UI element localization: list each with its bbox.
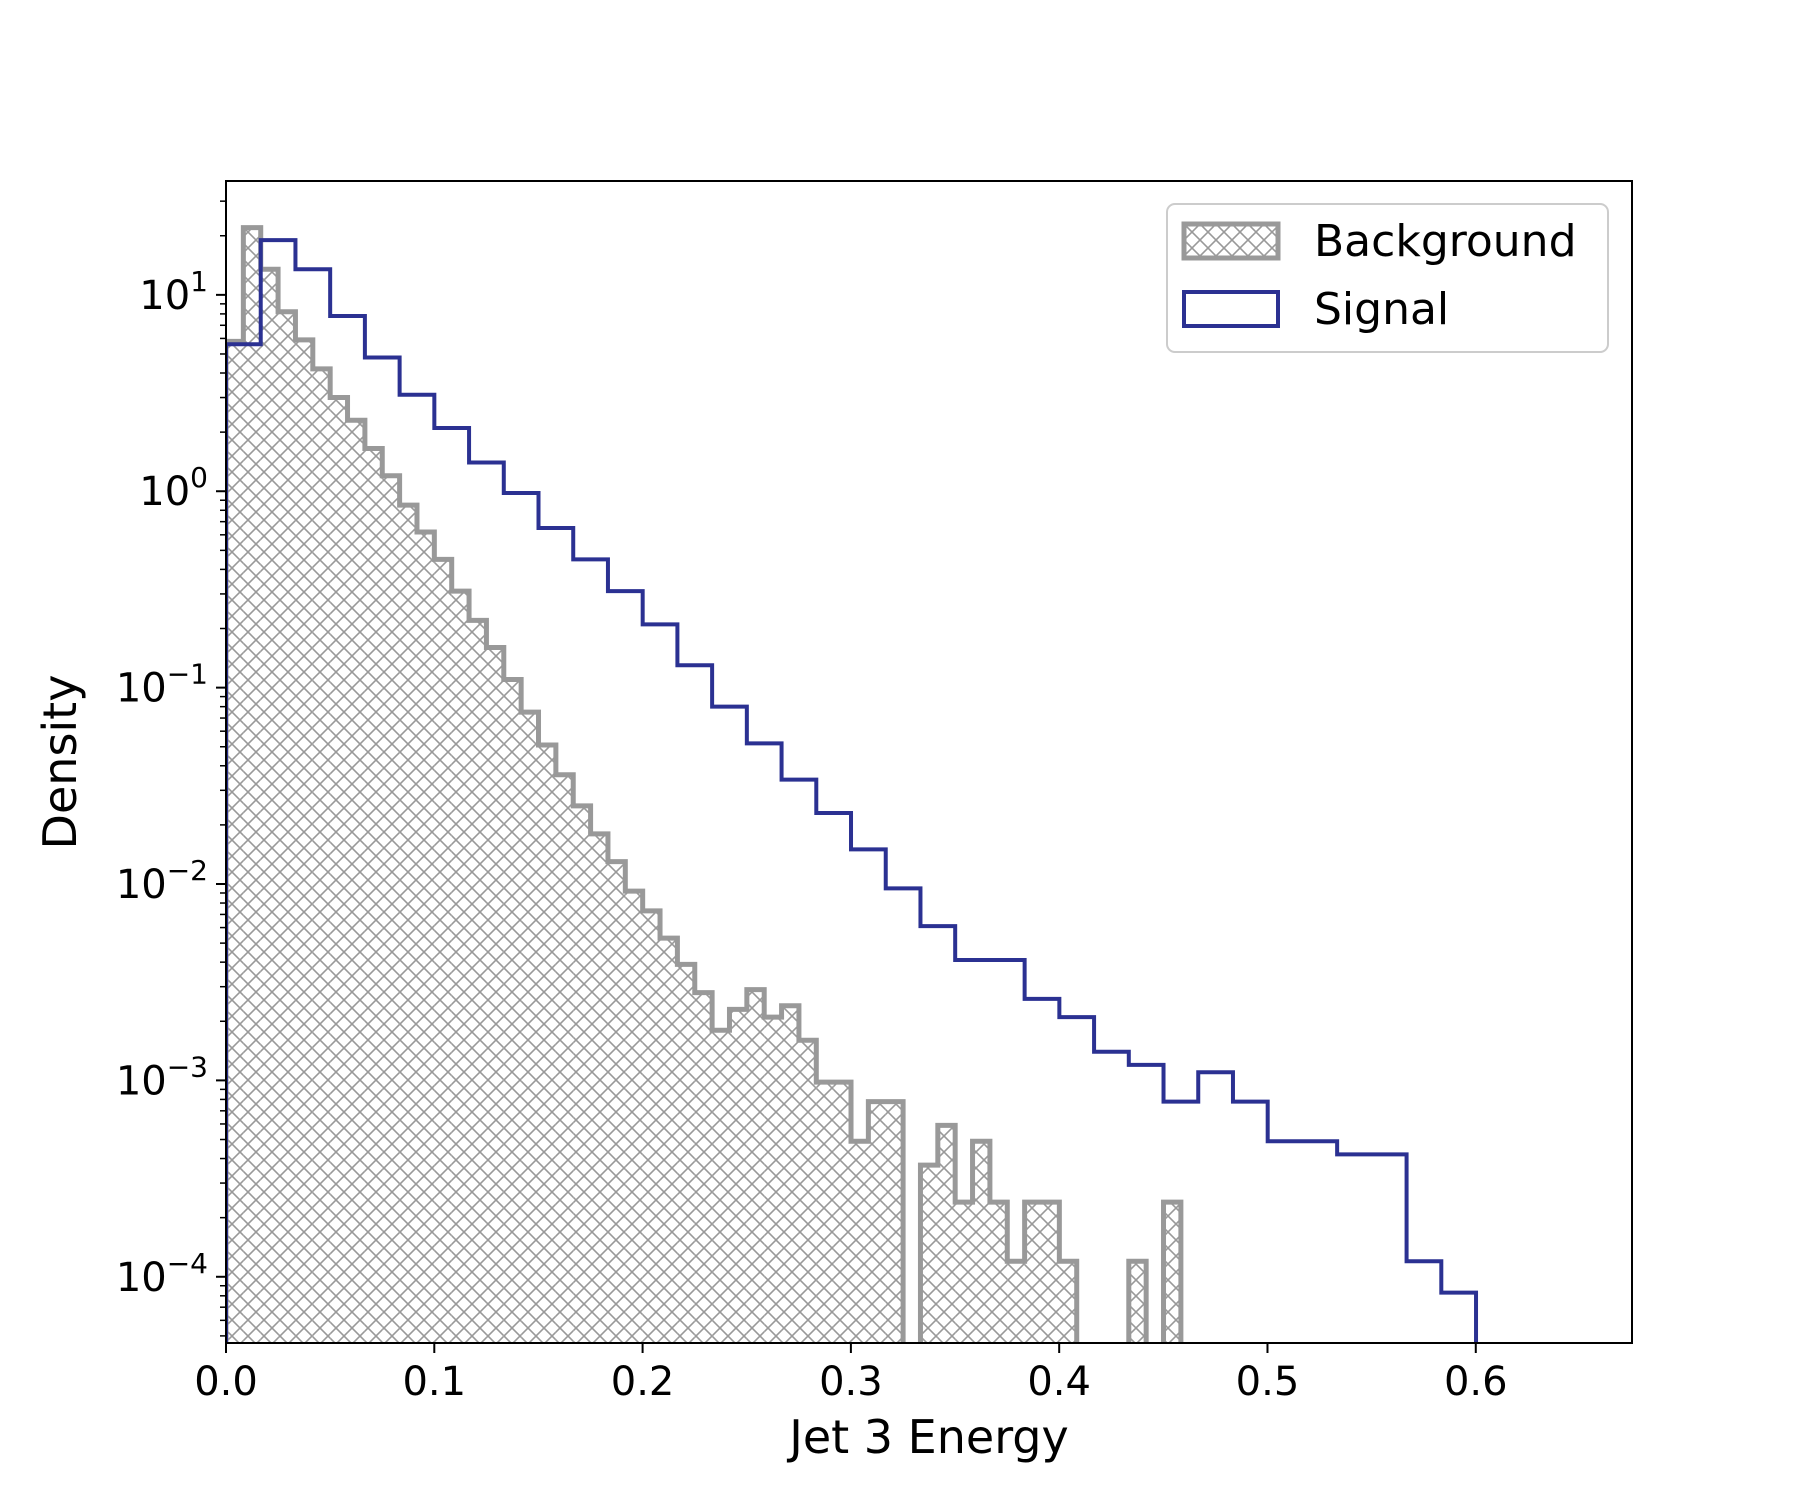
y-tick-label: 10−1	[116, 658, 208, 712]
background-bar	[1007, 1261, 1025, 1343]
background-bar	[729, 1009, 747, 1343]
background-bar	[243, 227, 261, 1343]
series-signal	[226, 238, 1479, 1343]
background-bar	[573, 805, 591, 1343]
y-axis: 101 100 10−1 10−2 10−3 10−4	[116, 200, 226, 1337]
background-bar	[1163, 1202, 1181, 1343]
background-bar	[712, 1030, 730, 1343]
x-tick-label: 0.5	[1236, 1359, 1300, 1405]
background-bar	[312, 368, 331, 1343]
background-bar	[260, 269, 279, 1343]
background-bar	[885, 1101, 904, 1343]
background-bar	[607, 861, 626, 1343]
background-bar	[486, 647, 504, 1343]
background-bar	[816, 1082, 834, 1343]
background-bar	[330, 397, 348, 1343]
x-tick-label: 0.3	[819, 1359, 883, 1405]
x-axis: 0.0 0.1 0.2 0.3 0.4 0.5 0.6	[194, 1343, 1508, 1405]
background-bar	[469, 620, 487, 1343]
background-bar	[625, 891, 643, 1343]
background-bar	[538, 745, 556, 1343]
background-bar	[833, 1082, 852, 1343]
y-tick-label: 10−3	[116, 1050, 208, 1104]
y-tick-label: 101	[139, 265, 208, 319]
legend-label-signal: Signal	[1314, 284, 1449, 335]
background-bar	[347, 420, 365, 1343]
series-background	[226, 225, 1184, 1343]
background-bar	[920, 1165, 938, 1343]
background-bar	[434, 559, 452, 1343]
legend-swatch-signal	[1182, 290, 1280, 328]
legend: Background Signal	[1166, 203, 1609, 353]
x-axis-title: Jet 3 Energy	[786, 1410, 1068, 1464]
background-bar	[989, 1202, 1008, 1343]
background-bar	[868, 1101, 886, 1343]
y-tick-label: 10−4	[116, 1247, 208, 1301]
plot-frame	[225, 180, 1633, 1344]
y-tick-label: 10−2	[116, 854, 208, 908]
background-bar	[226, 341, 244, 1343]
y-tick-label: 100	[139, 461, 208, 515]
series-layer	[226, 225, 1479, 1343]
background-bar	[851, 1141, 869, 1343]
x-tick-label: 0.4	[1027, 1359, 1091, 1405]
background-bar	[451, 591, 470, 1343]
background-bar	[1059, 1261, 1077, 1343]
background-bar	[1041, 1202, 1060, 1343]
background-bar	[694, 992, 713, 1343]
series-outline-signal	[226, 238, 1479, 1343]
background-bar	[642, 910, 661, 1343]
background-bar	[278, 311, 296, 1343]
background-bar	[521, 712, 539, 1343]
background-bar	[1128, 1261, 1147, 1343]
background-bar	[416, 532, 435, 1343]
series-outline-background	[226, 225, 1184, 1343]
background-bar	[399, 505, 417, 1343]
background-bar	[364, 448, 383, 1343]
background-bar	[382, 475, 400, 1343]
background-bar	[677, 964, 695, 1343]
background-bar	[746, 989, 765, 1343]
background-bar	[555, 774, 574, 1343]
legend-swatch-background	[1181, 221, 1281, 261]
y-axis-title: Density	[33, 675, 87, 850]
x-tick-label: 0.6	[1444, 1359, 1508, 1405]
background-bar	[1024, 1202, 1042, 1343]
x-tick-label: 0.1	[402, 1359, 466, 1405]
background-bar	[295, 339, 313, 1343]
background-bar	[972, 1141, 990, 1343]
background-bar	[590, 833, 608, 1343]
background-bar	[660, 938, 678, 1343]
background-bar	[503, 679, 522, 1343]
background-bar	[781, 1005, 799, 1343]
background-bar	[937, 1125, 956, 1343]
background-bar	[798, 1040, 817, 1343]
x-tick-label: 0.2	[611, 1359, 675, 1405]
x-tick-label: 0.0	[194, 1359, 258, 1405]
background-bar	[764, 1017, 782, 1343]
legend-label-background: Background	[1314, 216, 1577, 267]
background-bar	[955, 1202, 973, 1343]
